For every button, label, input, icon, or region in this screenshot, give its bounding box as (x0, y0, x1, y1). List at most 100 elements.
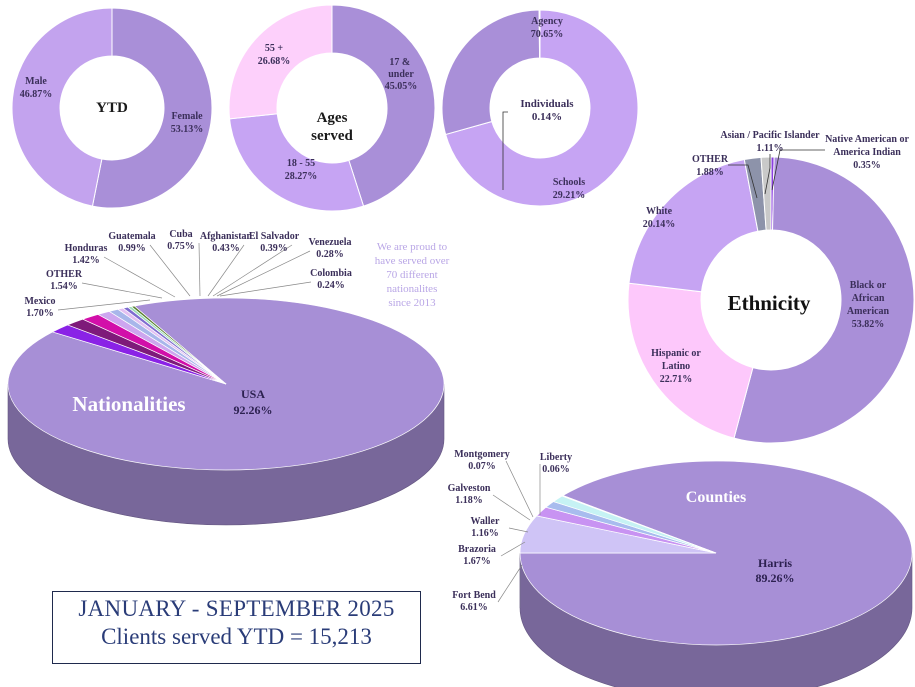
ages-donut-chart (228, 4, 436, 212)
ages-label-17under-a: 17 & (389, 57, 410, 68)
cty-value-liberty: 0.06% (542, 464, 570, 475)
cty-slice-liberty (561, 495, 717, 554)
nat-label-mexico: Mexico (24, 296, 55, 307)
nat-leader-afghanistan (207, 244, 245, 297)
nat-slice-colombia (130, 305, 227, 385)
ages-label-17under: 17 & under (388, 57, 414, 80)
ethnicity-slice-white (628, 158, 759, 293)
eth-label-asian: Asian / Pacific Islander (720, 130, 820, 141)
ages-label-55plus: 55 + (265, 43, 284, 54)
nat-label-cuba: Cuba (169, 229, 192, 240)
clients-slice-individuals (538, 9, 541, 59)
clients-value-schools: 29.21% (553, 190, 586, 201)
cty-leader-waller (508, 527, 529, 533)
nat-note-l5: since 2013 (388, 297, 436, 309)
nat-value-other: 1.54% (50, 281, 78, 292)
eth-label-native-b: America Indian (833, 147, 901, 158)
clients-value-agency: 70.65% (531, 29, 564, 40)
nat-label-el-salvador: El Salvador (249, 231, 300, 242)
nat-leader-other (81, 282, 163, 299)
nat-leader-venezuela (216, 250, 311, 297)
ages-value-17under: 45.05% (385, 81, 418, 92)
gender-slice-female (91, 7, 213, 209)
nat-leader-honduras (103, 256, 176, 298)
cty-value-montgomery: 0.07% (468, 461, 496, 472)
ages-label-17under-b: under (388, 69, 414, 80)
cty-value-galveston: 1.18% (455, 495, 483, 506)
nat-note-l4: nationalites (387, 283, 438, 295)
summary-box: JANUARY - SEPTEMBER 2025 Clients served … (52, 591, 421, 664)
cty-leader-galveston (492, 494, 531, 521)
summary-period: JANUARY - SEPTEMBER 2025 (78, 596, 395, 621)
eth-value-hispanic: 22.71% (660, 374, 693, 385)
cty-leader-montgomery (505, 460, 534, 518)
ages-value-55plus: 26.68% (258, 56, 291, 67)
cty-label-liberty: Liberty (540, 452, 572, 463)
clients-slice-schools (441, 9, 541, 136)
summary-total: Clients served YTD = 15,213 (101, 624, 372, 649)
ethnicity-donut-chart (627, 156, 915, 444)
cty-label-harris: Harris (758, 556, 792, 570)
clients-slice-agency (445, 9, 639, 207)
gender-slice-male (11, 7, 113, 207)
nat-leader-el-salvador (212, 244, 293, 297)
nat-label-guatemala: Guatemala (108, 231, 155, 242)
eth-label-black-b: African (852, 293, 885, 304)
nat-label-usa: USA (241, 387, 265, 401)
ages-slice-18-55 (229, 113, 365, 212)
ages-center-line2: served (311, 128, 353, 144)
gender-value-male: 46.87% (20, 89, 53, 100)
eth-value-native: 0.35% (853, 160, 881, 171)
nat-value-usa: 92.26% (234, 403, 273, 417)
eth-label-hispanic-b: Latino (662, 361, 690, 372)
gender-donut-chart (11, 7, 213, 209)
counties-3d-pie-chart (519, 460, 913, 687)
nat-note-l3: 70 different (386, 269, 437, 281)
clients-donut-chart (441, 9, 639, 207)
cty-value-waller: 1.16% (471, 528, 499, 539)
cty-value-fort-bend: 6.61% (460, 602, 488, 613)
nat-value-mexico: 1.70% (26, 308, 54, 319)
nat-leader-cuba (198, 242, 201, 297)
cty-label-brazoria: Brazoria (458, 544, 496, 555)
ages-center-line1: Ages (317, 110, 348, 126)
ethnicity-center-label: Ethnicity (728, 291, 811, 315)
eth-value-white: 20.14% (643, 219, 676, 230)
gender-value-female: 53.13% (171, 124, 204, 135)
clients-label-agency: Agency (531, 16, 563, 27)
eth-label-hispanic-a: Hispanic or (651, 348, 701, 359)
cty-value-brazoria: 1.67% (463, 556, 491, 567)
cty-label-waller: Waller (471, 516, 500, 527)
eth-value-other: 1.88% (696, 167, 724, 178)
clients-label-schools: Schools (553, 177, 585, 188)
gender-center-label: YTD (96, 100, 128, 116)
ages-value-18-55: 28.27% (285, 171, 318, 182)
eth-other-leader (728, 164, 758, 199)
nat-note-l1: We are proud to (377, 241, 448, 253)
ethnicity-slice-hispanic-or-latino (627, 282, 754, 439)
nat-value-guatemala: 0.99% (118, 243, 146, 254)
nat-label-venezuela: Venezuela (309, 237, 352, 248)
gender-label-female: Female (171, 111, 203, 122)
nat-label-other: OTHER (46, 269, 83, 280)
eth-label-black-a: Black or (850, 280, 887, 291)
nat-label-honduras: Honduras (65, 243, 108, 254)
eth-value-asian: 1.11% (757, 143, 784, 154)
nat-note-l2: have served over (375, 255, 450, 267)
nat-value-cuba: 0.75% (167, 241, 195, 252)
ages-slice-17-under (331, 4, 436, 207)
cty-label-fort-bend: Fort Bend (452, 590, 496, 601)
cty-value-harris: 89.26% (756, 571, 795, 585)
eth-value-black: 53.82% (852, 319, 885, 330)
nat-label-afghanistan: Afghanistan (200, 231, 253, 242)
cty-leader-brazoria (500, 541, 526, 557)
clients-value-individuals: 0.14% (532, 111, 562, 123)
ethnicity-slice-black-or-african-american (733, 156, 915, 444)
cty-label-montgomery: Montgomery (454, 449, 510, 460)
nat-value-el-salvador: 0.39% (260, 243, 288, 254)
clients-label-individuals: Individuals (520, 98, 574, 110)
nationalities-title: Nationalities (72, 392, 185, 416)
counties-title: Counties (686, 489, 746, 506)
